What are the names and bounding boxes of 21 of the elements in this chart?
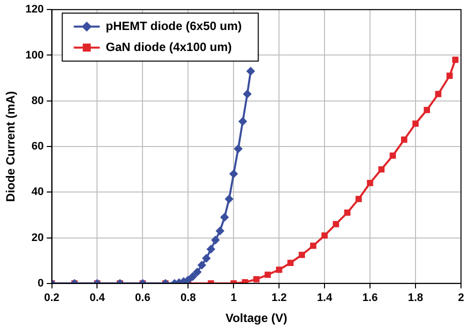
y-tick-label: 0 bbox=[38, 277, 44, 290]
x-tick-label: 0.8 bbox=[180, 292, 196, 304]
y-tick-label: 60 bbox=[32, 140, 44, 153]
y-tick-label: 20 bbox=[32, 232, 44, 244]
y-tick-label: 120 bbox=[25, 4, 44, 16]
x-tick-label: 0.4 bbox=[90, 292, 106, 304]
x-tick-label: 2 bbox=[458, 292, 464, 304]
x-tick-label: 0.6 bbox=[135, 292, 150, 304]
x-tick-label: 1.8 bbox=[408, 292, 424, 304]
x-tick-label: 1.6 bbox=[362, 292, 378, 304]
y-tick-label: 80 bbox=[32, 94, 44, 107]
y-axis-title: Diode Current (mA) bbox=[4, 91, 18, 202]
x-tick-label: 1.2 bbox=[271, 292, 287, 304]
y-tick-label: 100 bbox=[25, 49, 44, 62]
y-tick-label: 40 bbox=[32, 186, 44, 198]
x-tick-label: 1.4 bbox=[316, 292, 334, 304]
x-tick-label: 1 bbox=[230, 292, 237, 304]
legend-label: GaN diode (4x100 um) bbox=[106, 40, 232, 54]
x-axis-title: Voltage (V) bbox=[225, 311, 288, 326]
legend-label: pHEMT diode (6x50 um) bbox=[106, 18, 242, 33]
x-tick-label: 0.2 bbox=[44, 292, 60, 304]
